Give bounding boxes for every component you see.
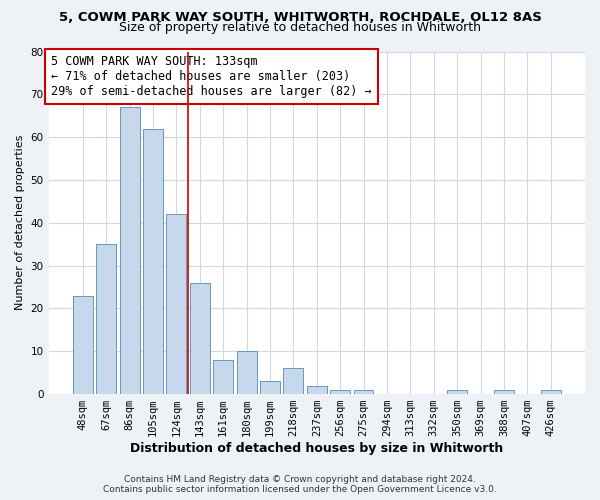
Bar [307, 386, 327, 394]
Bar [73, 296, 93, 394]
Bar [97, 244, 116, 394]
Bar [213, 360, 233, 394]
Bar [120, 107, 140, 394]
Bar [260, 381, 280, 394]
Bar [541, 390, 560, 394]
Bar [143, 128, 163, 394]
Bar [190, 282, 210, 394]
Text: 5, COWM PARK WAY SOUTH, WHITWORTH, ROCHDALE, OL12 8AS: 5, COWM PARK WAY SOUTH, WHITWORTH, ROCHD… [59, 11, 541, 24]
Y-axis label: Number of detached properties: Number of detached properties [15, 135, 25, 310]
Bar [236, 352, 257, 394]
Text: 5 COWM PARK WAY SOUTH: 133sqm
← 71% of detached houses are smaller (203)
29% of : 5 COWM PARK WAY SOUTH: 133sqm ← 71% of d… [51, 55, 372, 98]
X-axis label: Distribution of detached houses by size in Whitworth: Distribution of detached houses by size … [130, 442, 503, 455]
Bar [283, 368, 304, 394]
Bar [447, 390, 467, 394]
Bar [330, 390, 350, 394]
Bar [166, 214, 187, 394]
Bar [353, 390, 373, 394]
Text: Size of property relative to detached houses in Whitworth: Size of property relative to detached ho… [119, 21, 481, 34]
Bar [494, 390, 514, 394]
Text: Contains HM Land Registry data © Crown copyright and database right 2024.
Contai: Contains HM Land Registry data © Crown c… [103, 474, 497, 494]
